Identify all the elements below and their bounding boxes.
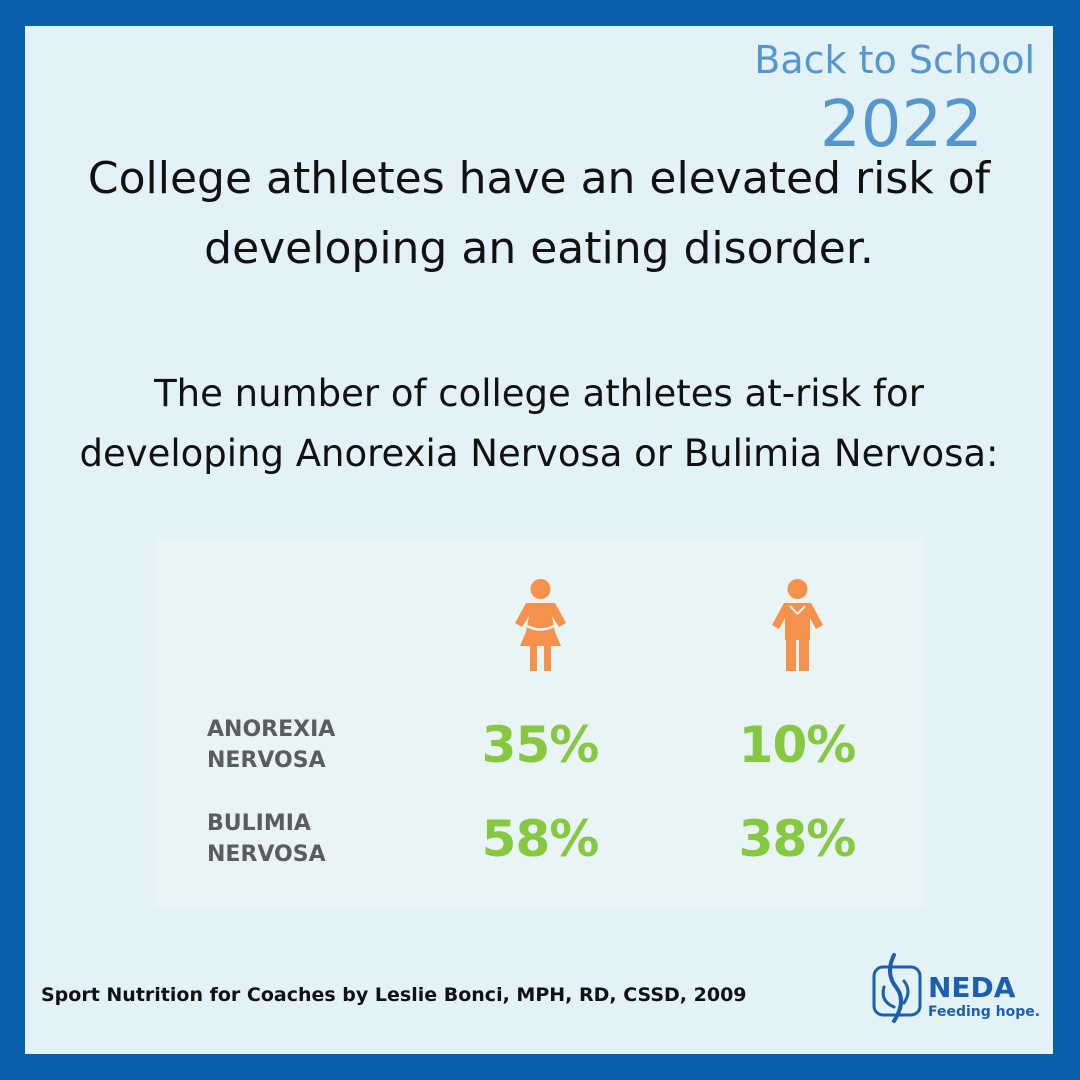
subheading: The number of college athletes at-risk f… bbox=[25, 364, 1053, 484]
row-label-line-1: ANOREXIA bbox=[207, 717, 336, 742]
anorexia-female-percent: 35% bbox=[481, 716, 600, 774]
neda-logo-name: NEDA bbox=[928, 971, 1016, 1004]
row-label-line-1: BULIMIA bbox=[207, 811, 311, 836]
content-panel: Back to School 2022 College athletes hav… bbox=[25, 26, 1053, 1054]
source-citation: Sport Nutrition for Coaches by Leslie Bo… bbox=[41, 984, 747, 1006]
subheading-line-1: The number of college athletes at-risk f… bbox=[154, 372, 924, 415]
row-label-line-2: NERVOSA bbox=[207, 842, 326, 867]
neda-logo[interactable]: NEDA Feeding hope. bbox=[870, 951, 1050, 1026]
back-to-school-label: Back to School bbox=[754, 38, 1035, 82]
headline-line-2: developing an eating disorder. bbox=[204, 223, 874, 274]
anorexia-nervosa-label: ANOREXIA NERVOSA bbox=[207, 714, 335, 776]
male-figure-icon bbox=[772, 579, 823, 671]
bulimia-nervosa-label: BULIMIA NERVOSA bbox=[207, 808, 326, 870]
subheading-line-2: developing Anorexia Nervosa or Bulimia N… bbox=[79, 432, 999, 475]
neda-logo-mark-icon bbox=[872, 953, 922, 1023]
female-figure-icon bbox=[515, 579, 566, 671]
anorexia-male-percent: 10% bbox=[738, 716, 857, 774]
headline: College athletes have an elevated risk o… bbox=[25, 144, 1053, 284]
bulimia-male-percent: 38% bbox=[738, 810, 857, 868]
bulimia-female-percent: 58% bbox=[481, 810, 600, 868]
headline-line-1: College athletes have an elevated risk o… bbox=[87, 153, 991, 204]
row-label-line-2: NERVOSA bbox=[207, 748, 326, 773]
statistics-card: ANOREXIA NERVOSA 35% 10% BULIMIA NERVOSA… bbox=[155, 538, 925, 908]
neda-logo-tagline: Feeding hope. bbox=[928, 1004, 1041, 1020]
year-label: 2022 bbox=[820, 88, 983, 162]
